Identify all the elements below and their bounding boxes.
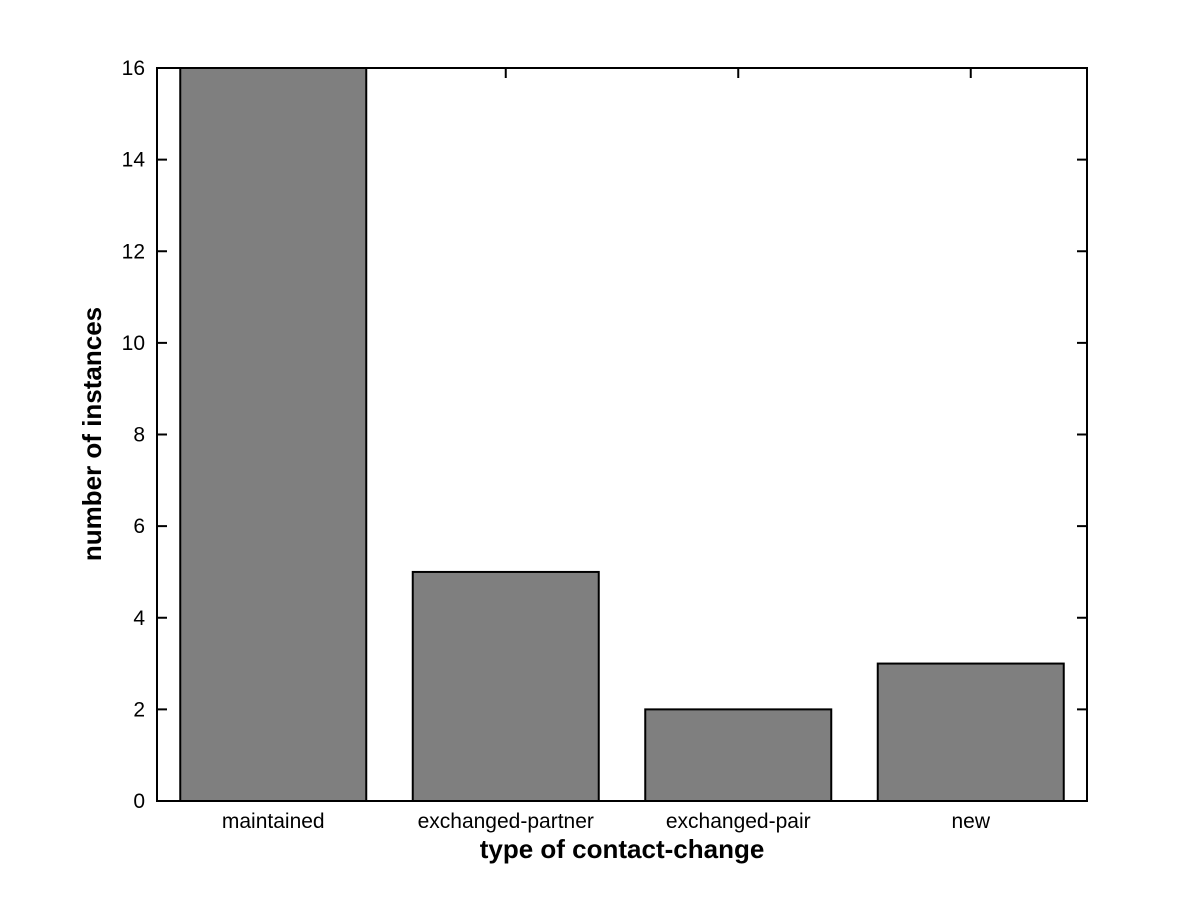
x-tick-label: new: [951, 810, 990, 833]
y-tick-label: 14: [122, 149, 146, 172]
axes-box: [156, 67, 1088, 802]
y-axis-label: number of instances: [77, 307, 107, 561]
plot-area: 0 2 4 6 8 10 12 14 16 maintained exchanged-partner…: [122, 57, 1088, 833]
bar-exchanged-pair: [644, 708, 833, 802]
x-axis-label: type of contact-change: [480, 834, 765, 864]
y-tick-label: 8: [133, 424, 145, 447]
y-tick-label: 0: [133, 790, 145, 813]
y-tick-label: 12: [122, 240, 145, 263]
y-tick-label: 4: [133, 607, 145, 630]
bar-maintained: [179, 67, 368, 802]
x-tick-label: exchanged-pair: [666, 810, 811, 833]
y-tick-label: 16: [122, 57, 145, 80]
y-tick-label: 10: [122, 332, 145, 355]
bar-exchanged-partner: [411, 570, 600, 802]
bar-new: [876, 662, 1065, 802]
x-tick-label: exchanged-partner: [418, 810, 594, 833]
x-tick-label: maintained: [222, 810, 325, 833]
y-tick-label: 2: [133, 698, 145, 721]
y-tick-label: 6: [133, 515, 145, 538]
